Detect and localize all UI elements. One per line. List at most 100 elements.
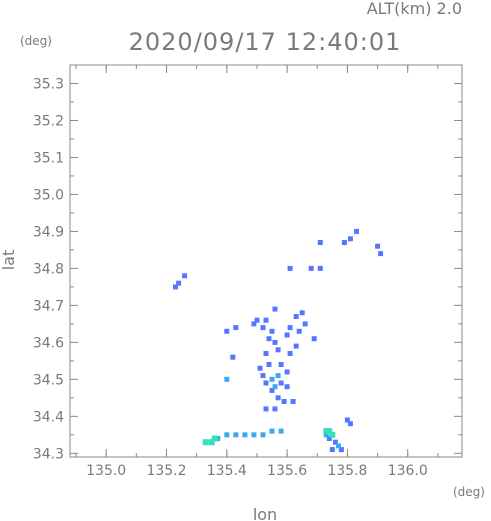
echo-point bbox=[341, 240, 347, 245]
echo-point bbox=[375, 243, 381, 249]
chart-title: 2020/09/17 12:40:01 bbox=[129, 28, 402, 56]
y-tick-label: 34.3 bbox=[33, 446, 64, 462]
echo-point bbox=[263, 317, 269, 323]
echo-point bbox=[284, 332, 290, 338]
echo-point bbox=[278, 380, 284, 386]
echo-point bbox=[293, 343, 299, 349]
echo-point bbox=[378, 251, 384, 257]
echo-point bbox=[182, 273, 188, 279]
echo-point bbox=[287, 325, 293, 331]
y-unit-label: (deg) bbox=[20, 34, 52, 48]
echo-point bbox=[269, 428, 275, 434]
plot-frame bbox=[69, 64, 463, 458]
echo-point bbox=[211, 435, 218, 442]
echo-marks bbox=[173, 228, 384, 453]
echo-point bbox=[347, 421, 353, 427]
y-tick-label: 35.1 bbox=[33, 150, 64, 166]
echo-point bbox=[293, 314, 299, 319]
echo-point bbox=[275, 373, 281, 379]
echo-point bbox=[278, 428, 284, 434]
echo-point bbox=[284, 369, 290, 375]
echo-point bbox=[354, 228, 359, 234]
echo-point bbox=[230, 354, 236, 360]
echo-point bbox=[329, 447, 335, 453]
echo-point bbox=[251, 321, 257, 327]
echo-point bbox=[308, 265, 314, 271]
echo-point bbox=[290, 399, 296, 404]
echo-point bbox=[272, 384, 278, 390]
echo-point bbox=[278, 362, 284, 367]
echo-point bbox=[263, 351, 269, 356]
echo-point bbox=[215, 436, 221, 441]
echo-point bbox=[272, 306, 278, 312]
echo-point bbox=[302, 321, 308, 327]
echo-point bbox=[317, 265, 323, 271]
y-tick-label: 35.2 bbox=[33, 113, 64, 129]
y-tick-label: 34.9 bbox=[33, 224, 64, 240]
echo-point bbox=[311, 336, 317, 342]
echo-point bbox=[242, 432, 248, 438]
y-tick-label: 34.6 bbox=[33, 335, 64, 351]
echo-point bbox=[260, 432, 266, 438]
echo-point bbox=[284, 384, 290, 390]
echo-point bbox=[347, 236, 353, 242]
echo-point bbox=[266, 336, 272, 342]
x-tick-label: 135.6 bbox=[267, 463, 307, 479]
x-axis-label: lon bbox=[253, 505, 277, 521]
echo-point bbox=[287, 265, 293, 271]
echo-point bbox=[269, 387, 275, 393]
echo-point bbox=[176, 280, 182, 286]
y-tick-label: 35.3 bbox=[33, 76, 64, 92]
echo-point bbox=[263, 406, 269, 412]
echo-point bbox=[224, 432, 230, 438]
echo-point bbox=[233, 325, 239, 331]
echo-point bbox=[208, 439, 215, 446]
echo-point bbox=[323, 428, 330, 435]
echo-point bbox=[224, 328, 230, 334]
echo-point bbox=[299, 310, 305, 316]
echo-point bbox=[287, 351, 293, 356]
echo-point bbox=[323, 432, 329, 438]
echo-point bbox=[202, 439, 209, 446]
echo-point bbox=[317, 240, 323, 245]
y-axis-label: lat bbox=[0, 250, 18, 271]
echo-point bbox=[275, 347, 281, 353]
x-tick-label: 135.2 bbox=[146, 463, 186, 479]
echo-point bbox=[260, 325, 266, 331]
x-tick-label: 135.8 bbox=[327, 463, 367, 479]
echo-point bbox=[266, 362, 272, 367]
echo-point bbox=[173, 284, 178, 290]
echo-point bbox=[263, 380, 269, 386]
y-tick-label: 35.0 bbox=[33, 187, 64, 203]
echo-point bbox=[224, 376, 230, 382]
x-tick-label: 136.0 bbox=[388, 463, 428, 479]
echo-point bbox=[326, 436, 332, 441]
axis-ticks: 135.0 135.2 135.4 135.6 135.8 136.0 34.3 34.4 34… bbox=[33, 65, 462, 479]
x-tick-label: 135.4 bbox=[207, 463, 247, 479]
y-tick-label: 34.8 bbox=[33, 261, 64, 277]
echo-point bbox=[272, 406, 278, 412]
y-tick-label: 34.7 bbox=[33, 298, 64, 314]
echo-point bbox=[257, 365, 263, 371]
echo-point bbox=[335, 443, 341, 449]
y-tick-label: 34.4 bbox=[33, 409, 64, 425]
echo-point bbox=[332, 439, 338, 445]
echo-point bbox=[269, 328, 275, 334]
echo-point bbox=[260, 373, 266, 379]
echo-point bbox=[344, 417, 350, 423]
echo-point bbox=[233, 432, 239, 438]
echo-point bbox=[269, 376, 275, 382]
echo-point bbox=[296, 328, 302, 334]
x-unit-label: (deg) bbox=[453, 485, 485, 499]
altitude-label: ALT(km) 2.0 bbox=[367, 0, 462, 18]
echo-point bbox=[338, 447, 344, 453]
x-tick-label: 135.0 bbox=[86, 463, 126, 479]
y-tick-label: 34.5 bbox=[33, 372, 64, 388]
echo-point bbox=[275, 395, 281, 401]
echo-point bbox=[251, 432, 257, 438]
echo-point bbox=[281, 399, 287, 404]
echo-point bbox=[272, 339, 278, 345]
echo-point bbox=[329, 431, 336, 438]
echo-point bbox=[254, 317, 260, 323]
